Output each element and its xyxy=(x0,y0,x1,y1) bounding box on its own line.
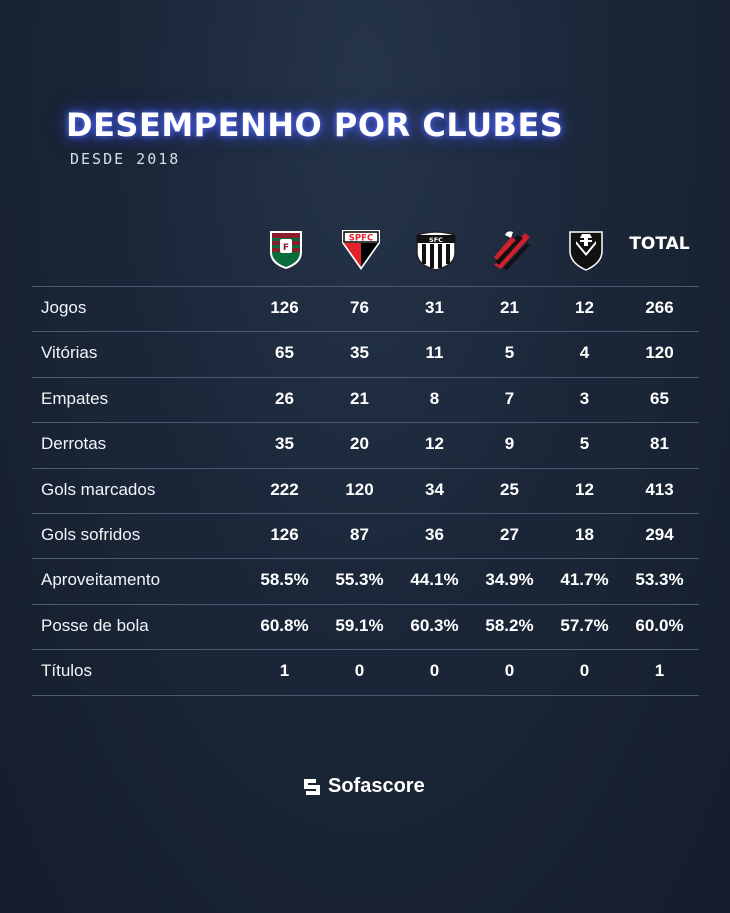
value-cell: 0 xyxy=(504,661,515,681)
value-cell: 60.3% xyxy=(410,615,459,635)
stats-rows: Jogos 126 76 31 21 12 266 Vitórias 65 35 11 5 4 120 Em… xyxy=(32,286,699,696)
row-label: Gols sofridos xyxy=(41,524,141,544)
vasco-crest-icon xyxy=(561,226,611,274)
sao-paulo-crest-icon: SPFC xyxy=(336,226,386,274)
row-label: Títulos xyxy=(41,661,93,681)
value-cell: 58.2% xyxy=(485,615,534,635)
value-cell: 57.7% xyxy=(560,615,609,635)
value-cell: 34.9% xyxy=(485,570,534,590)
table-row: Títulos 1 0 0 0 0 1 xyxy=(32,649,699,696)
total-cell: 413 xyxy=(645,479,674,499)
brand-name: Sofascore xyxy=(328,775,425,797)
table-row: Posse de bola 60.8% 59.1% 60.3% 58.2% 57.7% 60… xyxy=(32,603,699,649)
total-cell: 266 xyxy=(645,298,674,317)
sofascore-logo: Sofascore xyxy=(302,775,425,798)
value-cell: 31 xyxy=(425,298,444,317)
value-cell: 21 xyxy=(350,388,369,408)
value-cell: 8 xyxy=(429,388,440,408)
value-cell: 120 xyxy=(345,479,374,499)
table-row: Jogos 126 76 31 21 12 266 xyxy=(32,286,699,331)
stats-table: F SPFC SFC xyxy=(32,220,699,696)
value-cell: 126 xyxy=(270,524,299,544)
row-label: Empates xyxy=(41,388,109,408)
club-header-row: F SPFC SFC xyxy=(32,220,699,286)
value-cell: 0 xyxy=(354,661,365,681)
value-cell: 126 xyxy=(270,298,299,317)
row-label: Jogos xyxy=(41,298,87,317)
value-cell: 5 xyxy=(504,343,515,363)
value-cell: 1 xyxy=(279,661,290,681)
value-cell: 21 xyxy=(500,298,519,317)
total-cell: 120 xyxy=(645,343,674,363)
fluminense-crest-icon: F xyxy=(261,226,311,274)
total-cell: 1 xyxy=(654,661,665,681)
page-title: DESEMPENHO POR CLUBES xyxy=(66,106,564,144)
value-cell: 26 xyxy=(275,388,294,408)
value-cell: 12 xyxy=(425,434,444,454)
value-cell: 34 xyxy=(425,479,444,499)
santos-crest-icon: SFC xyxy=(411,226,461,274)
value-cell: 4 xyxy=(579,343,590,363)
row-label: Gols marcados xyxy=(41,479,156,499)
value-cell: 65 xyxy=(275,343,294,363)
value-cell: 25 xyxy=(500,479,519,499)
value-cell: 9 xyxy=(504,434,515,454)
value-cell: 11 xyxy=(425,343,444,363)
value-cell: 0 xyxy=(579,661,590,681)
sofascore-logo-icon xyxy=(304,778,320,795)
value-cell: 0 xyxy=(429,661,440,681)
value-cell: 35 xyxy=(275,434,294,454)
value-cell: 76 xyxy=(350,298,369,317)
spfc-label: SPFC xyxy=(349,234,373,244)
value-cell: 59.1% xyxy=(335,615,384,635)
row-label: Aproveitamento xyxy=(41,570,161,590)
table-row: Derrotas 35 20 12 9 5 81 xyxy=(32,422,699,467)
svg-text:SFC: SFC xyxy=(429,236,443,244)
value-cell: 58.5% xyxy=(260,570,309,590)
value-cell: 222 xyxy=(270,479,299,499)
value-cell: 18 xyxy=(575,524,594,544)
total-column-header: TOTAL xyxy=(629,234,690,254)
value-cell: 87 xyxy=(350,524,369,544)
table-row: Gols marcados 222 120 34 25 12 413 xyxy=(32,467,699,513)
value-cell: 12 xyxy=(575,298,594,317)
value-cell: 35 xyxy=(350,343,369,363)
value-cell: 55.3% xyxy=(335,570,384,590)
athletico-paranaense-crest-icon xyxy=(486,226,536,274)
total-cell: 65 xyxy=(650,388,669,408)
value-cell: 5 xyxy=(579,434,590,454)
value-cell: 44.1% xyxy=(410,570,459,590)
row-label: Vitórias xyxy=(41,343,98,363)
value-cell: 27 xyxy=(500,524,519,544)
row-label: Derrotas xyxy=(41,434,107,454)
table-row: Gols sofridos 126 87 36 27 18 294 xyxy=(32,512,699,558)
table-row: Aproveitamento 58.5% 55.3% 44.1% 34.9% 41.7% 5… xyxy=(32,558,699,603)
total-cell: 294 xyxy=(645,524,674,544)
svg-text:F: F xyxy=(283,243,289,253)
value-cell: 20 xyxy=(350,434,369,454)
total-cell: 53.3% xyxy=(635,570,684,590)
value-cell: 12 xyxy=(575,479,594,499)
row-label: Posse de bola xyxy=(41,615,149,635)
total-cell: 60.0% xyxy=(635,615,684,635)
value-cell: 60.8% xyxy=(260,615,309,635)
table-row: Vitórias 65 35 11 5 4 120 xyxy=(32,331,699,376)
value-cell: 3 xyxy=(579,388,590,408)
value-cell: 41.7% xyxy=(560,570,609,590)
value-cell: 7 xyxy=(504,388,515,408)
value-cell: 36 xyxy=(425,524,444,544)
total-cell: 81 xyxy=(650,434,669,454)
page-subtitle: DESDE 2018 xyxy=(70,150,181,168)
table-row: Empates 26 21 8 7 3 65 xyxy=(32,376,699,422)
